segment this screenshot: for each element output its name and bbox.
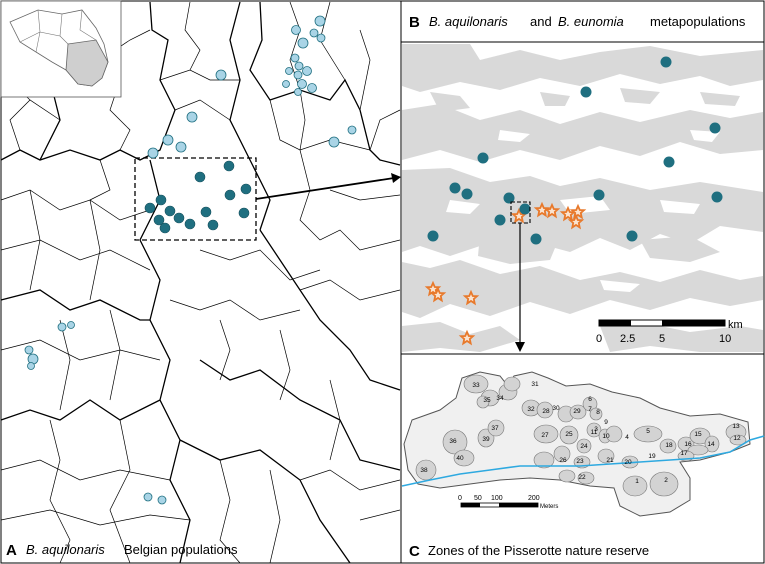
zone-label: 12 [733,435,741,442]
zone-label: 8 [596,409,600,416]
zone-label: 6 [588,396,592,403]
zone-label: 37 [491,425,499,432]
zone-label: 22 [578,474,586,481]
zone-label: 17 [680,450,688,457]
zone-label: 29 [573,408,581,415]
zone-label: 20 [624,459,632,466]
zone-label: 10 [602,433,610,440]
zone-label: 31 [531,381,539,388]
scale-c-tick-50: 50 [474,495,482,502]
zone-label: 14 [707,441,715,448]
habitat-patches [402,44,763,352]
panel-a-species: B. aquilonaris [26,542,105,557]
panel-b-species-1: B. aquilonaris [429,14,508,29]
zone-labels: 1 2 3 4 5 6 7 8 9 10 11 12 13 14 15 16 1… [420,381,741,485]
panel-b-map: B B. aquilonaris and B. eunomia metapopu… [400,0,765,355]
zone-label: 38 [420,467,428,474]
panel-b-connector: and [530,14,552,29]
dark-populations [144,160,252,234]
panel-c-caption: Zones of the Pisserotte nature reserve [428,543,649,558]
zone-label: 25 [565,431,573,438]
zone-label: 21 [606,457,614,464]
reserve-zones [415,374,747,497]
zone-label: 11 [591,429,598,436]
panel-b-scalebar: 0 2.5 5 10 km [596,319,743,345]
panel-b-caption: metapopulations [650,14,746,29]
panel-a-letter: A [6,542,17,559]
zone-label: 24 [580,443,588,450]
eunomia-stars [424,201,587,346]
zone-label: 28 [542,408,550,415]
panel-b-letter: B [409,14,420,31]
zone-label: 2 [664,477,668,484]
light-populations [24,15,357,505]
zone-label: 30 [552,405,560,412]
panel-c-map: 1 2 3 4 5 6 7 8 9 10 11 12 13 14 15 16 1… [400,353,765,564]
zone-label: 39 [482,436,490,443]
scale-c-unit: Meters [540,504,558,510]
aquilonaris-dots [427,56,723,245]
panel-a-caption: Belgian populations [124,542,238,557]
zone-label: 16 [684,441,692,448]
panel-c-scalebar: 0 50 100 200 Meters [458,495,558,510]
arrow-head-right [391,173,401,183]
panel-a-map: A B. aquilonaris Belgian populations [0,0,402,564]
study-area-box [134,157,257,241]
zone-label: 18 [665,442,673,449]
scale-b-tick-0: 0 [596,333,602,345]
zone-label: 19 [648,453,656,460]
scale-b-tick-2-5: 2.5 [620,333,635,345]
connector-arrows [255,173,525,352]
zone-label: 3 [594,426,598,433]
scale-b-tick-5: 5 [659,333,665,345]
zone-label: 33 [472,382,480,389]
zone-label: 5 [646,428,650,435]
zone-label: 9 [604,419,608,426]
zone-label: 7 [588,406,592,413]
scale-b-tick-10: 10 [719,333,731,345]
zone-label: 36 [449,438,457,445]
scale-c-tick-200: 200 [528,495,540,502]
zone-label: 34 [496,395,504,402]
river [401,435,765,487]
scale-b-unit: km [728,319,743,331]
zone-label: 15 [694,431,702,438]
panel-b-species-2: B. eunomia [558,14,624,29]
zone-label: 35 [483,397,491,404]
inset-belgium-map [0,0,122,98]
panel-c-letter: C [409,543,420,560]
zone-label: 1 [635,478,639,485]
zone-label: 13 [732,423,740,430]
zone-label: 40 [456,455,464,462]
scale-c-tick-100: 100 [491,495,503,502]
zone-label: 23 [576,458,584,465]
scale-c-tick-0: 0 [458,495,462,502]
zone-label: 32 [527,406,535,413]
arrow-head-down [515,342,525,352]
zone-label: 27 [541,432,549,439]
zone-label: 26 [559,457,567,464]
habitat-gaps [446,130,720,292]
zone-label: 4 [625,434,629,441]
